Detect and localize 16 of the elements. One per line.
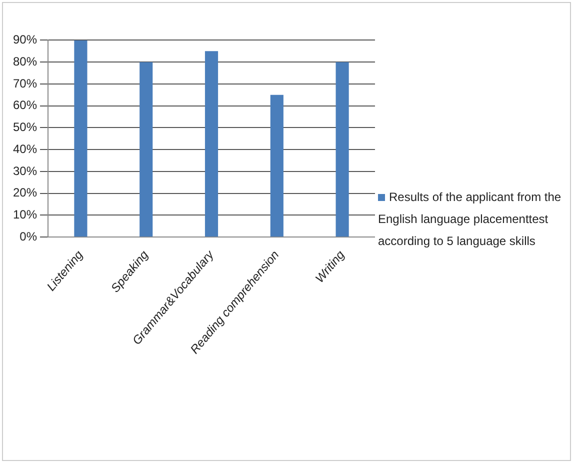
y-tick-label: 70% — [12, 76, 38, 90]
y-tick-label: 40% — [12, 142, 38, 156]
y-tick-label: 90% — [12, 32, 38, 47]
y-tick-label: 20% — [12, 186, 38, 200]
y-tick-label: 50% — [12, 120, 38, 134]
bar — [204, 51, 218, 237]
bar — [140, 62, 153, 237]
bar — [270, 94, 284, 237]
y-tick-label: 0% — [20, 229, 38, 244]
y-tick-label: 80% — [12, 54, 38, 68]
bar — [74, 40, 88, 237]
y-tick-label: 60% — [12, 98, 38, 112]
y-tick-label: 30% — [12, 164, 38, 178]
y-tick-label: 10% — [12, 208, 38, 222]
legend-label: Results of the applicant from the English language placementtest according to 5 language skills — [378, 189, 562, 250]
bar — [336, 62, 349, 237]
